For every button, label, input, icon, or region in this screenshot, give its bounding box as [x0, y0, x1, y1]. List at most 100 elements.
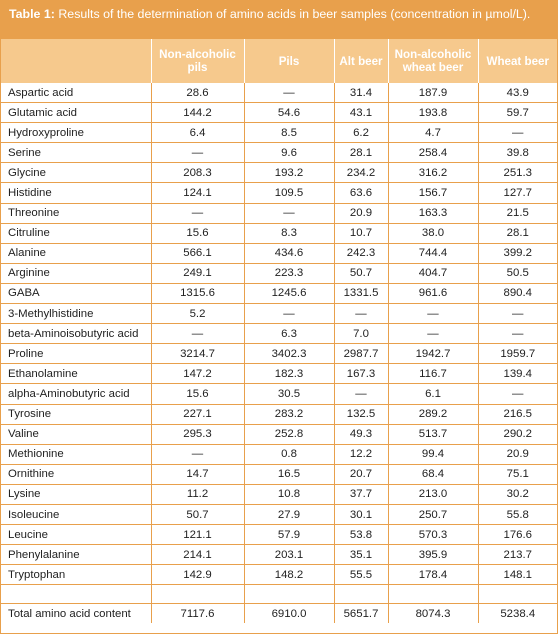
value-cell	[333, 584, 388, 605]
row-label-cell: Ornithine	[1, 464, 151, 485]
value-cell: 12.2	[333, 444, 388, 465]
value-cell: 234.2	[333, 162, 388, 184]
value-cell: 132.5	[333, 404, 388, 425]
table-row: alpha-Aminobutyric acid 15.6 30.5—6.1—	[1, 383, 557, 405]
value-cell: 50.5	[477, 263, 557, 284]
row-label-cell: 3-Methylhistidine	[1, 303, 151, 325]
value-cell: 7.0	[333, 323, 388, 345]
value-cell: —	[243, 303, 334, 325]
value-cell: 28.1	[333, 142, 388, 164]
table-row: Proline 3214.7 3402.3 2987.7 1942.7 1959.7	[1, 343, 557, 365]
value-cell: —	[477, 122, 557, 144]
value-cell: 513.7	[387, 424, 478, 445]
value-cell: —	[150, 203, 244, 224]
value-cell: —	[387, 303, 478, 325]
table-row: Ornithine 14.7 16.5 20.7 68.4 75.1	[1, 464, 557, 485]
value-cell: 109.5	[243, 182, 334, 204]
value-cell: 68.4	[387, 464, 478, 485]
value-cell: 316.2	[387, 162, 478, 184]
row-label-cell: Histidine	[1, 182, 151, 204]
value-cell: 50.7	[150, 504, 244, 526]
value-cell: 203.1	[243, 544, 334, 566]
row-label-cell: Serine	[1, 142, 151, 164]
value-cell: 167.3	[333, 363, 388, 385]
value-cell	[150, 584, 244, 605]
value-cell: 20.9	[477, 444, 557, 465]
value-cell: 148.1	[477, 564, 557, 586]
table-caption: Table 1: Results of the determination of…	[1, 1, 557, 39]
value-cell	[243, 584, 334, 605]
value-cell: 182.3	[243, 363, 334, 385]
value-cell: 116.7	[387, 363, 478, 385]
value-cell: 75.1	[477, 464, 557, 485]
header-cell: Non-alcoholic wheat beer	[387, 39, 478, 83]
value-cell: 295.3	[150, 424, 244, 445]
header-cell: Pils	[243, 39, 334, 83]
value-cell: 55.5	[333, 564, 388, 586]
value-cell: 27.9	[243, 504, 334, 526]
table-row: Arginine 249.1 223.3 50.7 404.7 50.5	[1, 263, 557, 284]
value-cell: 242.3	[333, 243, 388, 264]
value-cell: 570.3	[387, 524, 478, 546]
value-cell: 142.9	[150, 564, 244, 586]
value-cell: —	[477, 383, 557, 405]
value-cell: 214.1	[150, 544, 244, 566]
header-cell: Alt beer	[333, 39, 388, 83]
value-cell: 5651.7	[333, 603, 388, 624]
value-cell: 163.3	[387, 203, 478, 224]
table-row: Hydroxyproline 6.4 8.5 6.2 4.7—	[1, 122, 557, 144]
value-cell: 251.3	[477, 162, 557, 184]
value-cell: 8.3	[243, 223, 334, 244]
table-row: Glutamic acid 144.2 54.6 43.1 193.8 59.7	[1, 102, 557, 124]
row-label-cell: Threonine	[1, 203, 151, 224]
value-cell: 53.8	[333, 524, 388, 546]
table-row: Glycine 208.3 193.2 234.2 316.2 251.3	[1, 162, 557, 184]
value-cell: 55.8	[477, 504, 557, 526]
table-row: Ethanolamine 147.2 182.3 167.3 116.7 139.4	[1, 363, 557, 385]
row-label-cell: Hydroxyproline	[1, 122, 151, 144]
value-cell: 3214.7	[150, 343, 244, 365]
value-cell: 961.6	[387, 283, 478, 305]
row-label-cell: GABA	[1, 283, 151, 305]
value-cell: 21.5	[477, 203, 557, 224]
header-cell: Wheat beer	[477, 39, 557, 83]
value-cell: 38.0	[387, 223, 478, 244]
value-cell: 144.2	[150, 102, 244, 124]
value-cell: —	[477, 303, 557, 325]
value-cell: 404.7	[387, 263, 478, 284]
value-cell: —	[150, 444, 244, 465]
value-cell: 1245.6	[243, 283, 334, 305]
value-cell: 434.6	[243, 243, 334, 264]
value-cell: —	[387, 323, 478, 345]
value-cell: 39.8	[477, 142, 557, 164]
table-row: Citruline 15.6 8.3 10.7 38.0 28.1	[1, 223, 557, 244]
value-cell: 8.5	[243, 122, 334, 144]
value-cell: 208.3	[150, 162, 244, 184]
value-cell: 6910.0	[243, 603, 334, 624]
table-row: Threonine — —20.9 163.3 21.5	[1, 203, 557, 224]
value-cell: 30.2	[477, 484, 557, 505]
value-cell: 1959.7	[477, 343, 557, 365]
value-cell: 6.3	[243, 323, 334, 345]
value-cell: 124.1	[150, 182, 244, 204]
value-cell: 20.9	[333, 203, 388, 224]
row-label-cell: Citruline	[1, 223, 151, 244]
value-cell: 216.5	[477, 404, 557, 425]
caption-text: Results of the determination of amino ac…	[54, 7, 531, 21]
value-cell: 283.2	[243, 404, 334, 425]
value-cell: 147.2	[150, 363, 244, 385]
value-cell: 30.5	[243, 383, 334, 405]
value-cell: 193.8	[387, 102, 478, 124]
value-cell: 37.7	[333, 484, 388, 505]
value-cell: 0.8	[243, 444, 334, 465]
value-cell: 54.6	[243, 102, 334, 124]
value-cell: 15.6	[150, 383, 244, 405]
value-cell	[387, 584, 478, 605]
value-cell: —	[243, 203, 334, 224]
caption-label: Table 1:	[9, 7, 55, 21]
value-cell: 399.2	[477, 243, 557, 264]
value-cell: 890.4	[477, 283, 557, 305]
value-cell: 16.5	[243, 464, 334, 485]
value-cell: 7117.6	[150, 603, 244, 624]
table-row: Serine —9.6 28.1 258.4 39.8	[1, 142, 557, 164]
